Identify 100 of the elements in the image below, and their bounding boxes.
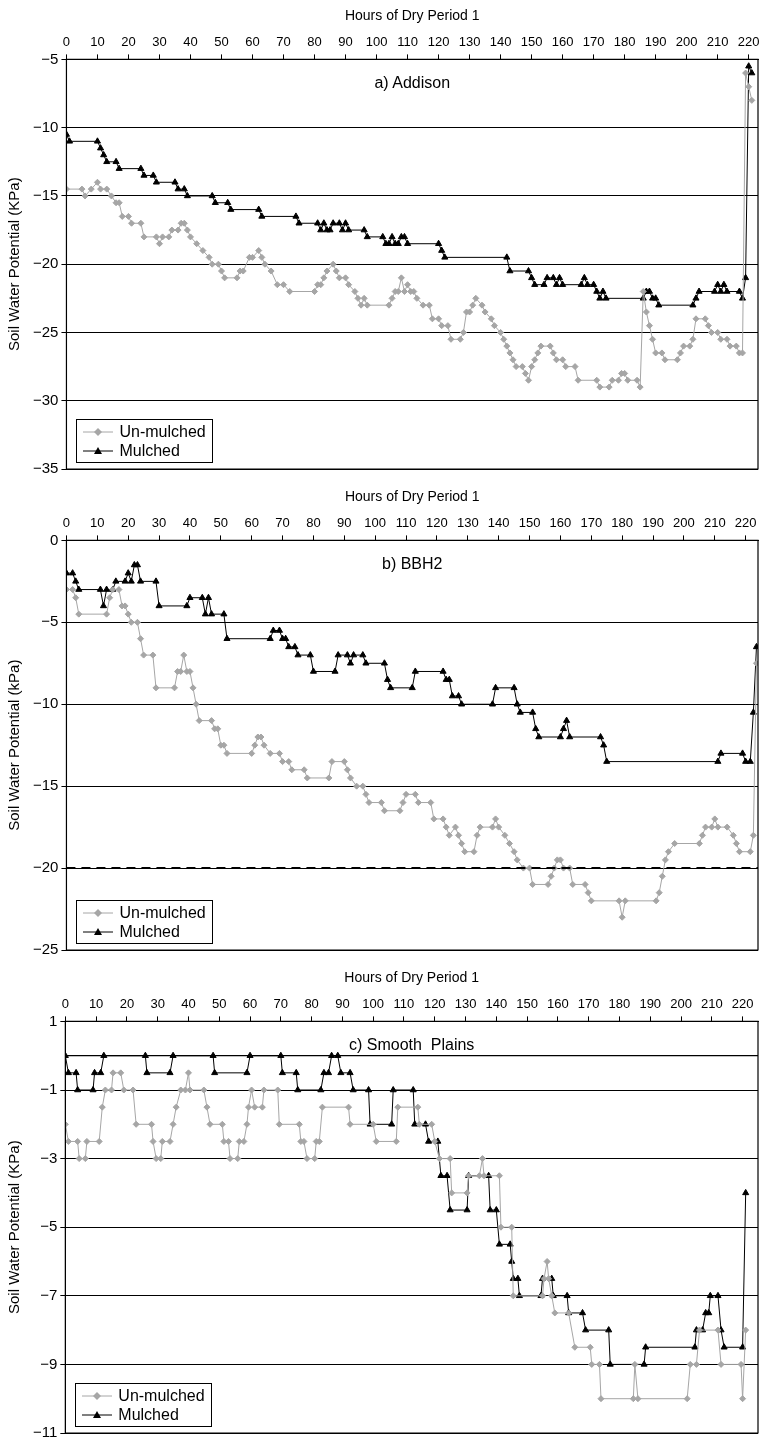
- x-tick-label: 220: [734, 515, 757, 531]
- x-tick-label: 0: [62, 34, 71, 50]
- x-tick-label: 180: [611, 515, 634, 531]
- x-tick-label: 180: [613, 34, 636, 50]
- legend-label: Un-mulched: [118, 1386, 205, 1405]
- y-tick-label: −1: [40, 1080, 58, 1098]
- x-tick-label: 220: [737, 34, 760, 50]
- x-tick-label: 140: [489, 34, 512, 50]
- x-tick-label: 210: [700, 996, 723, 1012]
- x-tick-label: 210: [706, 34, 729, 50]
- legend-label: Un-mulched: [119, 422, 206, 441]
- x-axis-title: Hours of Dry Period 1: [344, 969, 480, 986]
- x-tick-label: 110: [395, 515, 417, 531]
- x-tick-label: 20: [119, 996, 135, 1012]
- x-tick-label: 70: [273, 996, 289, 1012]
- x-tick-label: 40: [181, 996, 196, 1012]
- x-tick-label: 130: [456, 515, 479, 531]
- x-tick-label: 130: [454, 996, 477, 1012]
- x-tick-label: 30: [150, 996, 165, 1012]
- y-tick-label: −9: [40, 1354, 58, 1372]
- x-tick-label: 210: [703, 515, 726, 531]
- y-tick-label: −15: [32, 776, 59, 794]
- x-tick-label: 200: [673, 515, 695, 531]
- x-tick-label: 30: [151, 515, 167, 531]
- x-tick-label: 0: [62, 515, 71, 531]
- x-tick-label: 110: [393, 996, 415, 1012]
- legend-label: Mulched: [119, 441, 180, 460]
- y-tick-label: −5: [41, 49, 59, 67]
- x-tick-label: 90: [338, 34, 353, 50]
- x-tick-label: 120: [427, 34, 450, 50]
- y-tick-label: −30: [32, 390, 59, 408]
- y-tick-label: −7: [40, 1285, 58, 1303]
- x-tick-label: 70: [276, 34, 291, 50]
- x-tick-label: 200: [670, 996, 692, 1012]
- x-tick-label: 50: [213, 515, 229, 531]
- x-tick-label: 80: [306, 515, 321, 531]
- x-tick-label: 30: [152, 34, 167, 50]
- y-tick-label: −15: [32, 186, 59, 204]
- x-tick-label: 40: [183, 34, 198, 50]
- y-tick-label: −5: [40, 1217, 58, 1235]
- x-tick-label: 40: [182, 515, 198, 531]
- y-axis-title: Soil Water Potential (kPa): [5, 659, 23, 831]
- x-tick-label: 100: [364, 515, 387, 531]
- x-tick-label: 90: [335, 996, 350, 1012]
- x-tick-label: 190: [639, 996, 662, 1012]
- x-tick-label: 80: [307, 34, 322, 50]
- x-tick-label: 90: [337, 515, 352, 531]
- legend-label: Un-mulched: [119, 903, 206, 922]
- y-tick-label: −25: [32, 322, 59, 340]
- text: c) Smooth Plains: [348, 1035, 475, 1053]
- x-tick-label: 140: [487, 515, 510, 531]
- y-tick-label: −20: [32, 254, 59, 272]
- x-tick-label: 160: [551, 34, 574, 50]
- x-tick-label: 0: [61, 996, 69, 1012]
- x-axis-title: Hours of Dry Period 1: [344, 488, 480, 505]
- x-tick-label: 10: [90, 515, 105, 531]
- y-axis-title: Soil Water Potential (KPa): [5, 1140, 23, 1315]
- x-axis-title: Hours of Dry Period 1: [344, 7, 480, 24]
- x-tick-label: 120: [426, 515, 448, 531]
- x-tick-label: 50: [214, 34, 229, 50]
- legend-label: Mulched: [118, 1405, 179, 1424]
- x-tick-label: 150: [516, 996, 538, 1012]
- x-tick-label: 170: [582, 34, 605, 50]
- text: a) Addison: [374, 73, 451, 91]
- y-tick-label: −35: [32, 459, 59, 477]
- y-tick-label: −10: [32, 694, 59, 712]
- y-tick-label: −11: [32, 1423, 58, 1441]
- x-tick-label: 150: [520, 34, 543, 50]
- y-tick-label: −20: [32, 858, 59, 876]
- x-tick-label: 170: [577, 996, 600, 1012]
- y-tick-label: −10: [32, 117, 59, 135]
- x-tick-label: 50: [212, 996, 227, 1012]
- x-tick-label: 20: [120, 515, 136, 531]
- x-tick-label: 100: [365, 34, 388, 50]
- x-tick-label: 160: [547, 996, 569, 1012]
- x-tick-label: 140: [485, 996, 508, 1012]
- x-tick-label: 10: [88, 996, 104, 1012]
- x-tick-label: 60: [242, 996, 258, 1012]
- x-tick-label: 180: [608, 996, 631, 1012]
- x-tick-label: 160: [549, 515, 572, 531]
- x-tick-label: 120: [423, 996, 446, 1012]
- x-tick-label: 70: [275, 515, 290, 531]
- y-tick-label: −25: [32, 940, 59, 958]
- x-tick-label: 150: [518, 515, 541, 531]
- y-axis-title: Soil Water Potential (KPa): [5, 177, 23, 352]
- x-tick-label: 190: [644, 34, 667, 50]
- x-tick-label: 130: [458, 34, 481, 50]
- x-tick-label: 190: [642, 515, 664, 531]
- legend-label: Mulched: [119, 922, 180, 941]
- x-tick-label: 110: [397, 34, 418, 50]
- y-tick-label: 0: [50, 530, 59, 548]
- y-tick-label: −5: [41, 612, 59, 630]
- x-tick-label: 60: [244, 515, 259, 531]
- x-tick-label: 220: [731, 996, 754, 1012]
- x-tick-label: 60: [245, 34, 260, 50]
- x-tick-label: 200: [675, 34, 698, 50]
- x-tick-label: 20: [121, 34, 136, 50]
- x-tick-label: 100: [362, 996, 385, 1012]
- x-tick-label: 170: [580, 515, 603, 531]
- y-tick-label: 1: [48, 1011, 58, 1029]
